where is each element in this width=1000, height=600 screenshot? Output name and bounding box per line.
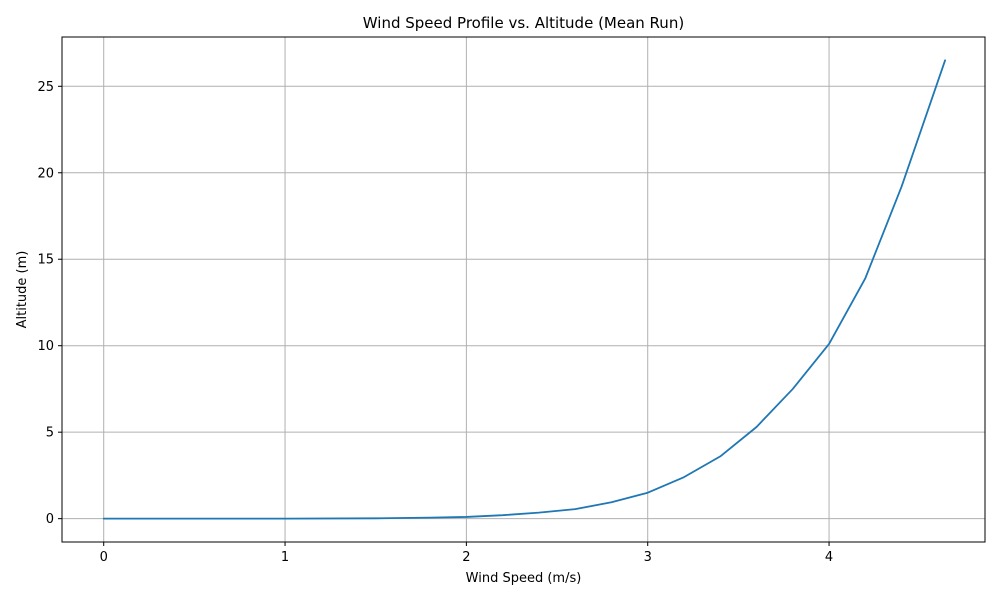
y-tick-label: 10 xyxy=(37,339,54,354)
grid-layer xyxy=(62,37,985,542)
series-layer xyxy=(102,59,947,520)
x-tick-label: 0 xyxy=(100,550,108,565)
series-line xyxy=(102,59,947,520)
y-axis-label: Altitude (m) xyxy=(15,251,30,329)
y-tick-label: 20 xyxy=(37,166,54,181)
x-tick-label: 4 xyxy=(825,550,833,565)
y-tick-label: 15 xyxy=(37,253,54,268)
y-tick-label: 5 xyxy=(46,426,54,441)
x-tick-label: 1 xyxy=(281,550,289,565)
x-axis-label: Wind Speed (m/s) xyxy=(466,571,582,586)
x-tick-label: 3 xyxy=(644,550,652,565)
plot-frame xyxy=(61,36,986,543)
y-tick-label: 0 xyxy=(46,512,54,527)
chart-title: Wind Speed Profile vs. Altitude (Mean Ru… xyxy=(363,14,684,32)
y-tick-label: 25 xyxy=(37,80,54,95)
tick-layer: 0 1 2 3 4 0 5 10 15 20 25 xyxy=(37,80,833,565)
x-tick-label: 2 xyxy=(462,550,470,565)
